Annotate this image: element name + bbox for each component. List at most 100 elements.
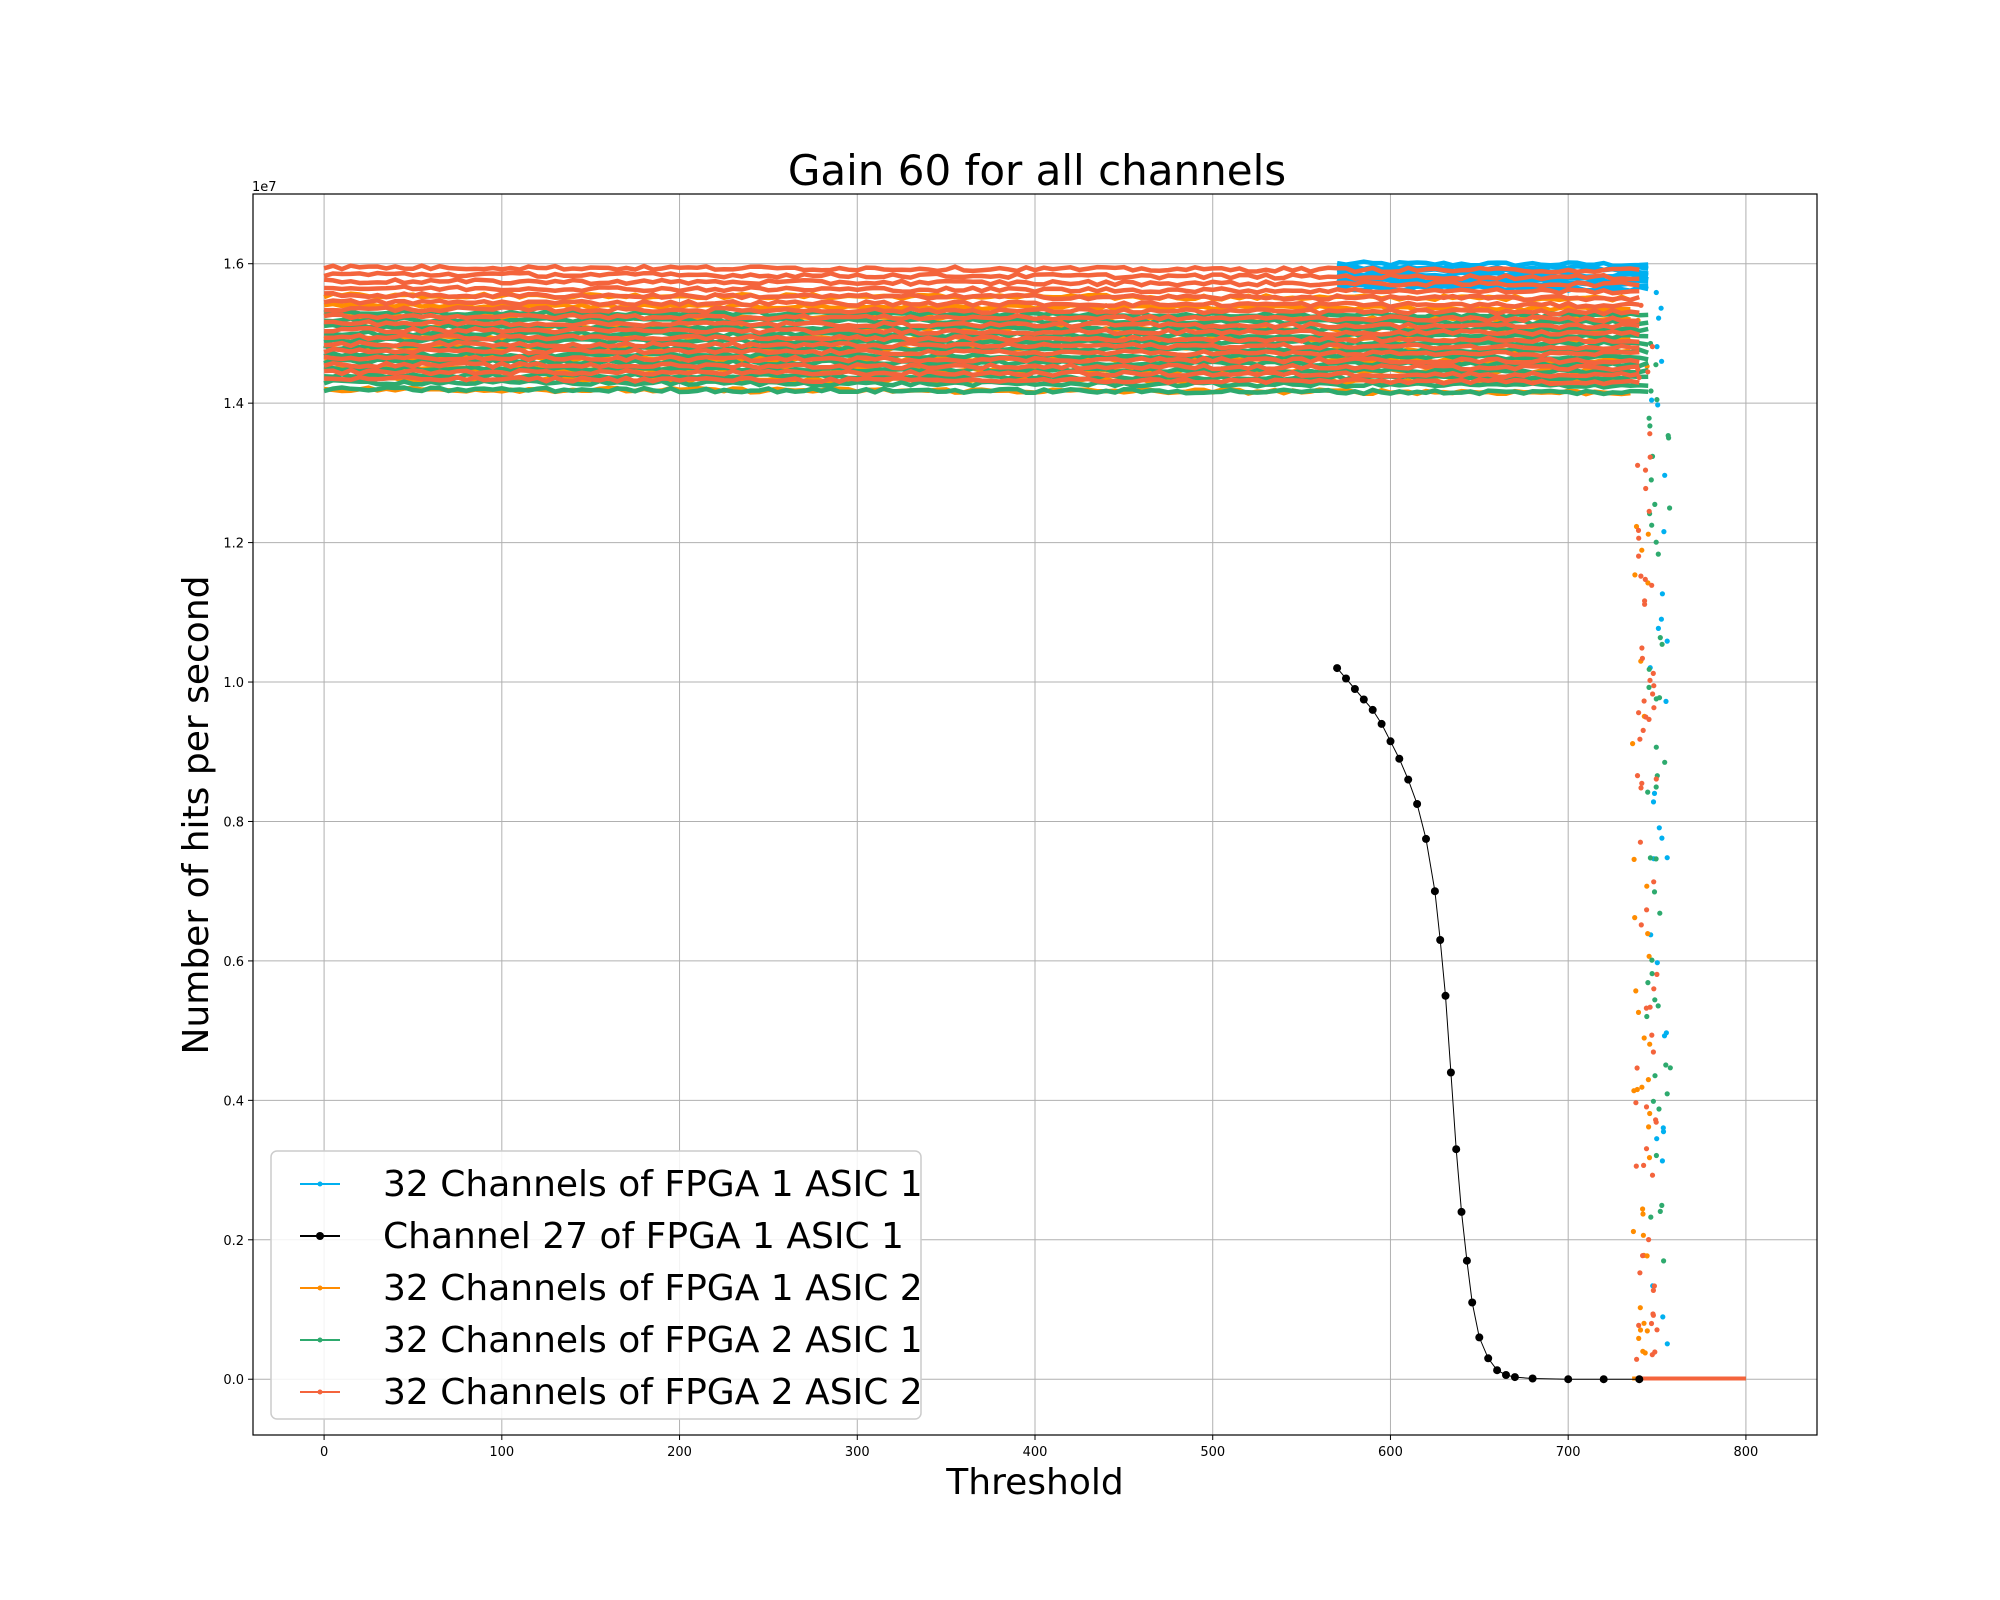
dropout-point	[1632, 572, 1638, 578]
dropout-point	[1659, 641, 1665, 647]
dropout-point	[1633, 988, 1639, 994]
dropout-point	[1643, 1104, 1650, 1110]
legend-label: 32 Channels of FPGA 2 ASIC 1	[383, 1320, 923, 1361]
dropout-point	[1646, 508, 1652, 514]
dropout-point	[1649, 971, 1655, 977]
data-point	[1359, 695, 1368, 704]
series-1	[1336, 259, 1746, 1381]
dropout-point	[1634, 1086, 1640, 1093]
data-point	[1404, 775, 1413, 784]
data-point	[1468, 1298, 1477, 1307]
y-tick-label: 0.8	[223, 815, 244, 830]
legend-entry: 32 Channels of FPGA 2 ASIC 2	[300, 1372, 923, 1413]
dropout-point	[1653, 696, 1659, 702]
dropout-point	[1639, 645, 1645, 651]
data-point	[1446, 1068, 1455, 1077]
dropout-point	[1654, 1136, 1660, 1142]
legend-label: 32 Channels of FPGA 2 ASIC 2	[383, 1372, 923, 1413]
dropout-point	[1645, 931, 1651, 937]
legend-entry: Channel 27 of FPGA 1 ASIC 1	[300, 1216, 904, 1257]
dropout-point	[1664, 638, 1670, 644]
dropout-point	[1664, 855, 1670, 861]
dropout-point	[1642, 576, 1648, 583]
x-tick-label: 100	[489, 1445, 514, 1460]
dropout-point	[1642, 1350, 1648, 1356]
dropout-point	[1636, 710, 1642, 716]
dropout-point	[1653, 856, 1659, 862]
legend-entry: 32 Channels of FPGA 2 ASIC 1	[300, 1320, 923, 1361]
dropout-point	[1646, 1155, 1653, 1161]
data-point	[1386, 737, 1395, 746]
dropout-point	[1637, 1305, 1643, 1311]
dropout-point	[1661, 529, 1667, 535]
data-point	[1452, 1145, 1461, 1154]
data-point	[1377, 719, 1386, 728]
dropout-point	[1641, 1162, 1647, 1168]
dropout-point	[1652, 997, 1658, 1003]
dropout-point	[1652, 1349, 1658, 1355]
channel-trace	[323, 353, 1640, 366]
dropout-point	[1649, 582, 1655, 588]
dropout-point	[1654, 344, 1660, 350]
dropout-point	[1634, 1356, 1640, 1362]
dropout-point	[1643, 485, 1649, 492]
dropout-point	[1636, 1322, 1642, 1328]
dropout-point	[1642, 598, 1648, 604]
dropout-point	[1648, 388, 1654, 394]
dropout-point	[1651, 879, 1657, 885]
channel-trace	[323, 367, 1640, 379]
dropout-point	[1643, 1005, 1649, 1011]
y-tick-label: 1.2	[223, 537, 244, 552]
dropout-point	[1633, 1163, 1639, 1169]
dropout-point	[1667, 505, 1673, 511]
chart-title: Gain 60 for all channels	[788, 146, 1286, 195]
dropout-point	[1651, 889, 1658, 895]
channel-trace	[323, 360, 1640, 373]
dropout-point	[1650, 1098, 1656, 1104]
dropout-point	[1649, 1172, 1656, 1178]
data-point	[1333, 664, 1342, 673]
curve-line	[1336, 667, 1640, 1380]
dropout-point	[1653, 744, 1659, 750]
series-5	[323, 263, 1746, 1381]
dropout-point	[1656, 315, 1662, 321]
dropout-point	[1640, 1211, 1646, 1217]
dropout-point	[1654, 1327, 1660, 1333]
dropout-point	[1644, 907, 1650, 913]
dropout-point	[1653, 1119, 1659, 1125]
dropout-point	[1644, 883, 1650, 889]
dropout-point	[1654, 397, 1660, 403]
dropout-point	[1660, 1314, 1666, 1320]
channel-trace	[323, 277, 1640, 289]
dropout-point	[1655, 625, 1661, 632]
dropout-point	[1658, 616, 1664, 622]
data-point	[1635, 1375, 1644, 1384]
dropout-point	[1639, 655, 1645, 662]
x-tick-label: 0	[320, 1445, 328, 1460]
data-point	[1493, 1366, 1502, 1375]
legend-swatch-marker	[317, 1181, 323, 1187]
dropout-point	[1639, 780, 1645, 786]
dropout-point	[1639, 547, 1645, 553]
dropout-point	[1648, 477, 1654, 483]
dropout-point	[1643, 1146, 1650, 1152]
dropout-point	[1633, 1100, 1639, 1106]
dropout-point	[1665, 433, 1671, 439]
dropout-point	[1650, 799, 1657, 805]
dropout-point	[1651, 790, 1658, 797]
dropout-point	[1640, 1232, 1646, 1238]
dropout-point	[1634, 773, 1641, 779]
dropout-point	[1651, 705, 1657, 711]
dropout-point	[1646, 1124, 1652, 1130]
data-point	[1395, 754, 1404, 763]
channel-trace	[323, 298, 1640, 310]
dropout-point	[1645, 980, 1651, 986]
dropout-point	[1657, 635, 1663, 641]
dropout-point	[1654, 960, 1660, 966]
x-tick-label: 500	[1200, 1445, 1225, 1460]
dropout-point	[1647, 1110, 1653, 1117]
dropout-point	[1655, 1003, 1661, 1009]
axis-ticks: 0 100 200 300 400 500 600 700 800 0.0 0.2 0.4 0.6 0.8…	[223, 258, 1758, 1460]
dropout-point	[1644, 1013, 1650, 1020]
